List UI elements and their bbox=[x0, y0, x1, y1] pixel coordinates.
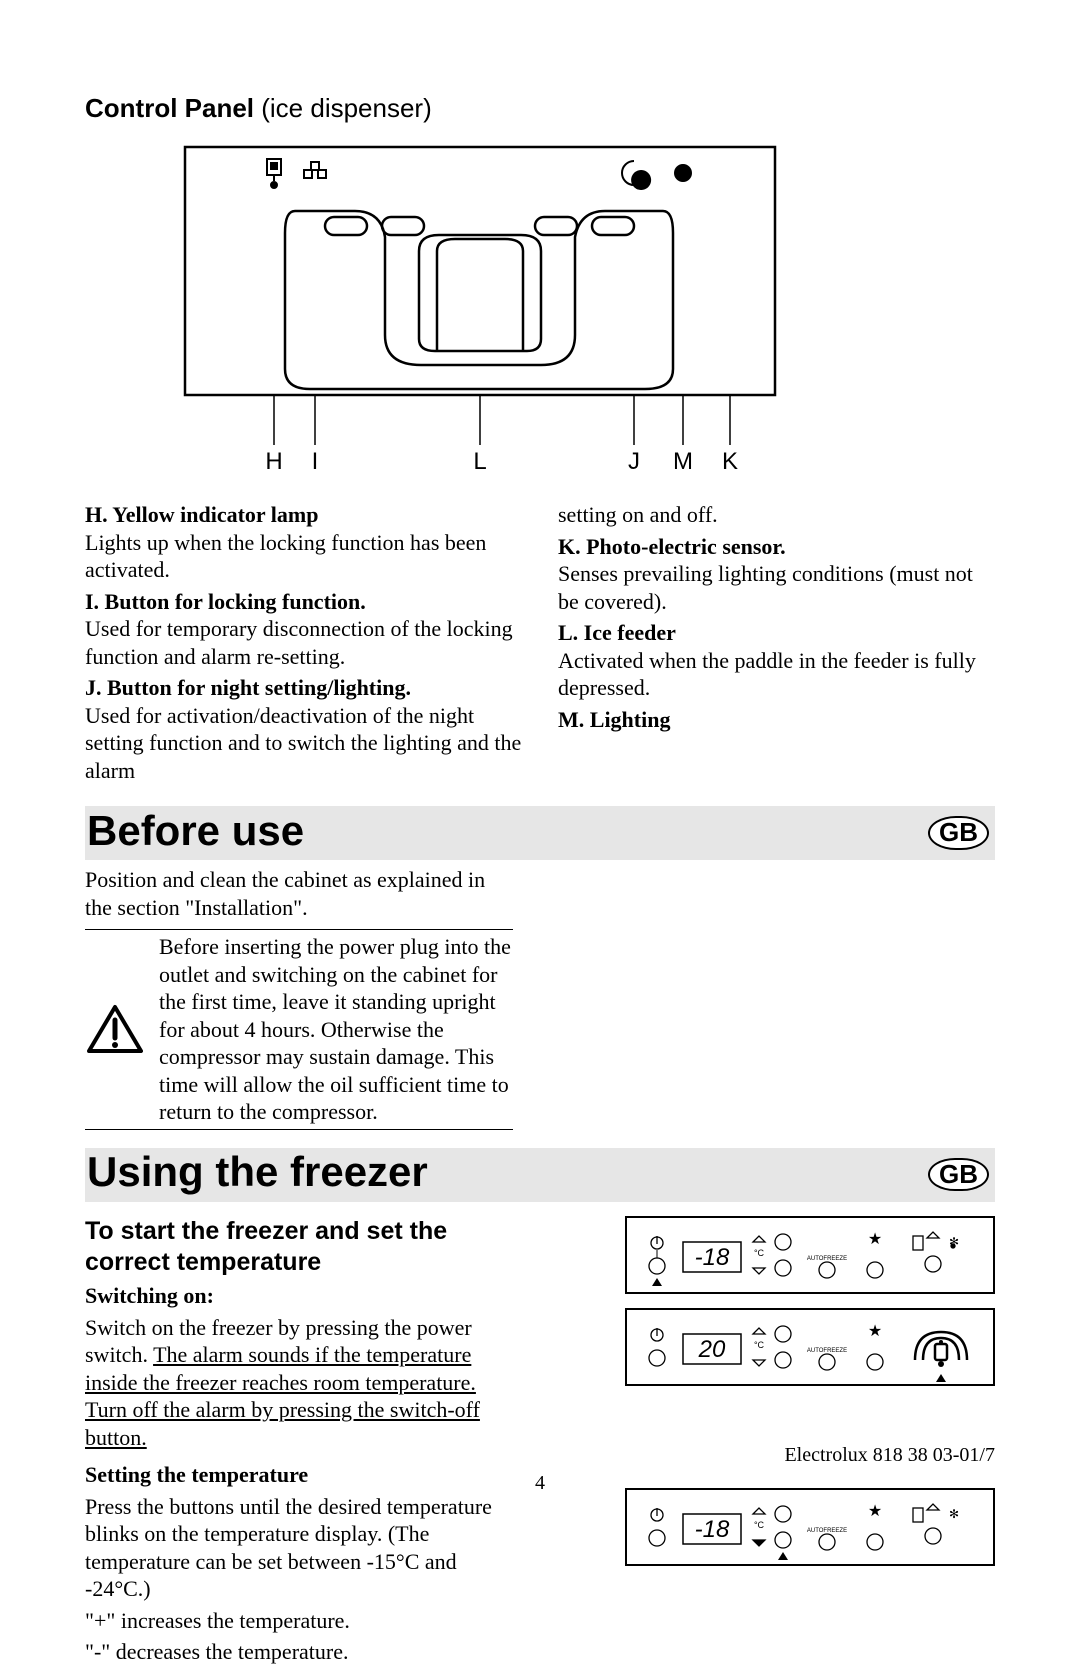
section-before-use: Before use GB bbox=[85, 806, 995, 860]
def-k-head: K. Photo-electric sensor. bbox=[558, 534, 786, 559]
using-freezer-block: To start the freezer and set the correct… bbox=[85, 1208, 995, 1670]
svg-text:✻: ✻ bbox=[949, 1507, 959, 1521]
setting-temp-body: Press the buttons until the desired temp… bbox=[85, 1493, 522, 1603]
before-use-para: Position and clean the cabinet as explai… bbox=[85, 866, 513, 921]
setting-temp-plus: "+" increases the temperature. bbox=[85, 1607, 522, 1635]
def-i-body: Used for temporary disconnection of the … bbox=[85, 616, 513, 669]
def-j-body: Used for activation/deactivation of the … bbox=[85, 703, 521, 783]
diagram-label-k: K bbox=[722, 448, 738, 475]
svg-text:★: ★ bbox=[868, 1323, 882, 1340]
warning-row: Before inserting the power plug into the… bbox=[85, 929, 513, 1130]
def-j-head: J. Button for night setting/lighting. bbox=[85, 675, 411, 700]
dispenser-diagram: H I L J M K bbox=[175, 139, 995, 486]
page-title: Control Panel (ice dispenser) bbox=[85, 92, 995, 125]
svg-text:AUTOFREEZE: AUTOFREEZE bbox=[807, 1256, 847, 1262]
def-h-head: H. Yellow indicator lamp bbox=[85, 502, 318, 527]
svg-text:°C: °C bbox=[754, 1520, 765, 1530]
svg-text:°C: °C bbox=[754, 1340, 765, 1350]
start-heading: To start the freezer and set the correct… bbox=[85, 1216, 522, 1279]
definitions-left: H. Yellow indicator lamp Lights up when t… bbox=[85, 497, 522, 788]
footer-text: Electrolux 818 38 03-01/7 bbox=[784, 1443, 995, 1468]
diagram-label-m: M bbox=[673, 448, 693, 475]
diagram-label-h: H bbox=[265, 448, 282, 475]
page-number: 4 bbox=[0, 1471, 1080, 1496]
def-l-head: L. Ice feeder bbox=[558, 620, 676, 645]
panel-2: 20 °C AUTOFREEZE ★ bbox=[625, 1308, 995, 1386]
svg-text:★: ★ bbox=[868, 1503, 882, 1520]
svg-text:-18: -18 bbox=[695, 1244, 730, 1271]
title-light: (ice dispenser) bbox=[254, 93, 432, 123]
def-rightcol-pre: setting on and off. bbox=[558, 501, 995, 529]
gb-badge-2: GB bbox=[928, 1158, 989, 1192]
svg-text:20: 20 bbox=[698, 1336, 726, 1363]
setting-temp-minus: "-" decreases the temperature. bbox=[85, 1638, 522, 1666]
svg-text:AUTOFREEZE: AUTOFREEZE bbox=[807, 1528, 847, 1534]
def-m-head: M. Lighting bbox=[558, 707, 670, 732]
title-bold: Control Panel bbox=[85, 93, 254, 123]
switching-on-p1: Switch on the freezer by pressing the po… bbox=[85, 1314, 522, 1452]
def-h-body: Lights up when the locking function has … bbox=[85, 530, 486, 583]
warning-icon bbox=[85, 933, 145, 1126]
diagram-label-l: L bbox=[473, 448, 486, 475]
svg-text:AUTOFREEZE: AUTOFREEZE bbox=[807, 1348, 847, 1354]
diagram-label-j: J bbox=[628, 448, 640, 475]
definitions-columns: H. Yellow indicator lamp Lights up when t… bbox=[85, 497, 995, 788]
using-freezer-text: To start the freezer and set the correct… bbox=[85, 1208, 522, 1670]
diagram-label-i: I bbox=[312, 448, 319, 475]
def-l-body: Activated when the paddle in the feeder … bbox=[558, 648, 976, 701]
def-i-head: I. Button for locking function. bbox=[85, 589, 366, 614]
def-k-body: Senses prevailing lighting conditions (m… bbox=[558, 561, 973, 614]
warning-text: Before inserting the power plug into the… bbox=[159, 933, 513, 1126]
panel-1: -18 °C AUTOFREEZE ★ ✻ bbox=[625, 1216, 995, 1294]
switching-on-head: Switching on: bbox=[85, 1283, 214, 1308]
definitions-right: setting on and off. K. Photo-electric se… bbox=[558, 497, 995, 788]
section-using-freezer-title: Using the freezer bbox=[87, 1146, 428, 1199]
panel-3: -18 °C AUTOFREEZE ★ ✻ bbox=[625, 1488, 995, 1566]
svg-text:★: ★ bbox=[868, 1231, 882, 1248]
gb-badge-1: GB bbox=[928, 816, 989, 850]
control-panel-examples: -18 °C AUTOFREEZE ★ ✻ bbox=[558, 1208, 995, 1670]
svg-text:-18: -18 bbox=[695, 1516, 730, 1543]
section-using-freezer: Using the freezer GB bbox=[85, 1148, 995, 1202]
section-before-use-title: Before use bbox=[87, 805, 304, 858]
svg-text:°C: °C bbox=[754, 1248, 765, 1258]
